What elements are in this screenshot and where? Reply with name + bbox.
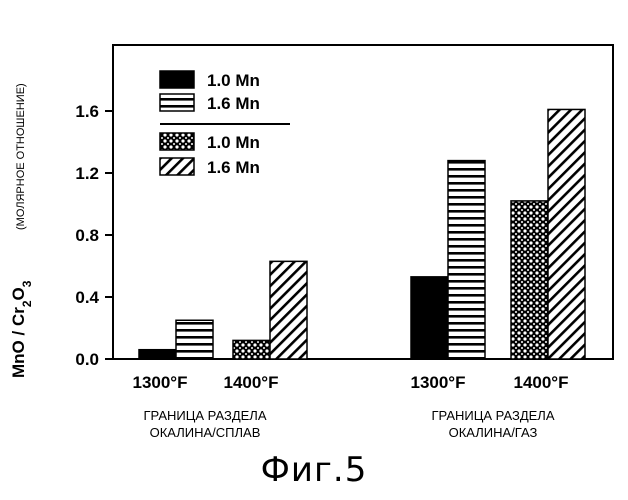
bar	[411, 277, 448, 359]
group-label-line1: ГРАНИЦА РАЗДЕЛА	[144, 408, 267, 423]
bar	[270, 261, 307, 359]
x-tick-label: 1300°F	[132, 373, 187, 392]
bar	[176, 320, 213, 359]
y-axis-note: (МОЛЯРНОЕ ОТНОШЕНИЕ)	[15, 83, 27, 230]
group-label-line1: ГРАНИЦА РАЗДЕЛА	[432, 408, 555, 423]
legend-label: 1.0 Mn	[207, 71, 260, 90]
figure-caption: Фиг.5	[0, 450, 628, 490]
legend-label: 1.6 Mn	[207, 158, 260, 177]
y-tick-label: 0.4	[75, 288, 99, 307]
legend-swatch	[160, 71, 194, 88]
bar	[548, 109, 585, 359]
y-tick-label: 1.2	[75, 164, 99, 183]
bar	[233, 340, 270, 359]
y-tick-label: 0.8	[75, 226, 99, 245]
legend: 1.0 Mn 1.6 Mn 1.0 Mn 1.6 Mn	[160, 71, 290, 177]
y-tick-label: 1.6	[75, 102, 99, 121]
x-tick-label: 1400°F	[223, 373, 278, 392]
legend-label: 1.0 Mn	[207, 133, 260, 152]
bar	[139, 350, 176, 359]
y-tick-label: 0.0	[75, 350, 99, 369]
group-label-line2: ОКАЛИНА/СПЛАВ	[150, 425, 261, 440]
bar	[448, 161, 485, 359]
group-label-line2: ОКАЛИНА/ГАЗ	[449, 425, 538, 440]
legend-label: 1.6 Mn	[207, 94, 260, 113]
x-tick-label: 1400°F	[513, 373, 568, 392]
x-tick-label: 1300°F	[410, 373, 465, 392]
bar	[511, 201, 548, 359]
legend-swatch	[160, 94, 194, 111]
legend-swatch	[160, 133, 194, 150]
y-axis-label: MnO / Cr2O3	[9, 280, 34, 378]
legend-swatch	[160, 158, 194, 175]
